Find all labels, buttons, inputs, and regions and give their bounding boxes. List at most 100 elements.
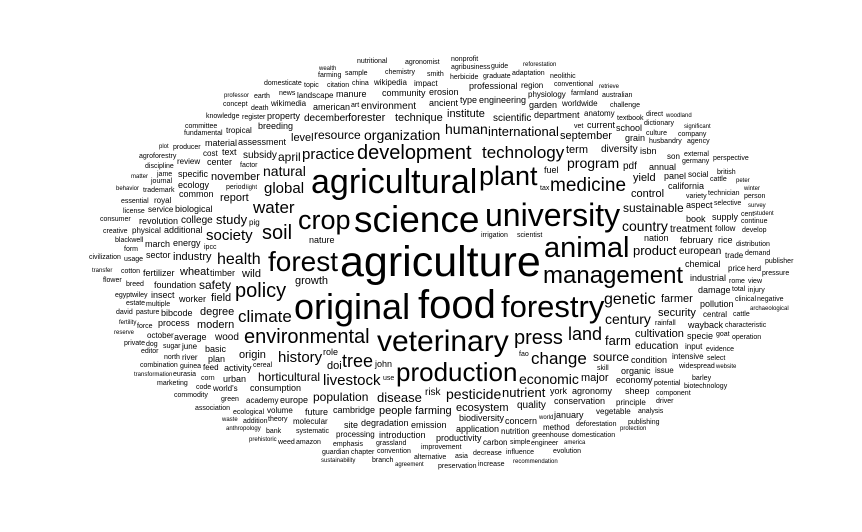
cloud-word: study [216, 213, 247, 226]
cloud-word: november [211, 172, 260, 183]
cloud-word: consumption [250, 384, 301, 393]
cloud-word: combination [140, 362, 178, 369]
cloud-word: develop [742, 227, 767, 234]
cloud-word: green [221, 396, 239, 403]
cloud-word: guide [491, 63, 508, 70]
cloud-word: change [531, 350, 587, 367]
cloud-word: wealth [319, 66, 336, 72]
cloud-word: british [717, 169, 736, 176]
cloud-word: isbn [640, 147, 657, 156]
cloud-word: urban [223, 375, 246, 384]
cloud-word: behavior [116, 186, 139, 192]
cloud-word: wiley [132, 292, 148, 299]
cloud-word: anatomy [584, 110, 615, 118]
cloud-word: potential [654, 380, 680, 387]
cloud-word: herbicide [450, 74, 478, 81]
cloud-word: driver [656, 398, 674, 405]
cloud-word: license [123, 208, 145, 215]
cloud-word: knowledge [206, 113, 239, 120]
cloud-word: institute [447, 109, 485, 120]
cloud-word: central [703, 311, 727, 319]
cloud-word: term [566, 145, 588, 156]
cloud-word: woodland [666, 113, 692, 119]
cloud-word: intensive [672, 353, 704, 361]
cloud-word: wheat [180, 267, 209, 278]
cloud-word: significant [684, 124, 711, 130]
cloud-word: bank [266, 428, 281, 435]
cloud-word: molecular [293, 418, 328, 426]
cloud-word: evidence [706, 346, 734, 353]
cloud-word: worker [179, 295, 206, 304]
cloud-word: farmer [661, 294, 693, 305]
cloud-word: improvement [421, 444, 461, 451]
cloud-word: bibcode [161, 309, 193, 318]
cloud-word: cotton [121, 268, 140, 275]
cloud-word: discipline [145, 163, 174, 170]
cloud-word: increase [478, 461, 504, 468]
cloud-word: agribusiness [451, 64, 490, 71]
cloud-word: technician [708, 190, 740, 197]
cloud-word: grain [625, 134, 645, 143]
cloud-word: damage [698, 286, 731, 295]
cloud-word: art [351, 102, 359, 109]
cloud-word: component [656, 390, 691, 397]
cloud-word: activity [224, 364, 252, 373]
cloud-word: california [668, 182, 704, 191]
cloud-word: reforestation [523, 62, 556, 68]
cloud-word: horticultural [258, 371, 320, 383]
cloud-word: december [304, 114, 348, 124]
cloud-word: pollution [700, 300, 734, 309]
cloud-word: technique [395, 113, 443, 124]
cloud-word: vet [574, 123, 583, 130]
cloud-word: news [279, 90, 295, 97]
cloud-word: service [148, 206, 173, 214]
cloud-word: specie [687, 332, 713, 341]
cloud-word: price [728, 265, 745, 273]
cloud-word: anthropology [226, 426, 261, 432]
cloud-word: sample [345, 70, 368, 77]
cloud-word: introduction [379, 431, 426, 440]
cloud-word: biotechnology [684, 383, 727, 390]
cloud-word: farming [415, 406, 452, 417]
cloud-word: wayback [688, 321, 723, 330]
cloud-word: culture [646, 130, 667, 137]
cloud-word: operation [732, 334, 761, 341]
cloud-word: characteristic [725, 322, 766, 329]
cloud-word: factor [240, 162, 258, 169]
cloud-word: region [521, 82, 543, 90]
cloud-word: david [116, 309, 133, 316]
cloud-word: international [488, 125, 559, 138]
cloud-word: conservation [554, 397, 605, 406]
cloud-word: century [605, 312, 651, 326]
cloud-word: light [246, 185, 257, 191]
cloud-word: concept [223, 101, 248, 108]
cloud-word: forester [348, 113, 385, 124]
cloud-word: estate [126, 300, 145, 307]
cloud-word: process [158, 319, 190, 328]
cloud-word: insect [151, 291, 175, 300]
cloud-word: select [707, 355, 725, 362]
cloud-word: domestication [572, 432, 615, 439]
cloud-word: product [633, 244, 676, 257]
cloud-word: fertility [119, 320, 136, 326]
cloud-word: demand [745, 250, 770, 257]
cloud-word: wild [242, 269, 261, 280]
cloud-word: corn [201, 375, 215, 382]
cloud-word: tropical [226, 127, 252, 135]
cloud-word: eurasia [173, 371, 196, 378]
cloud-word: disease [377, 391, 422, 404]
cloud-word: irrigation [481, 232, 508, 239]
cloud-word: safety [199, 279, 231, 291]
cloud-word: john [375, 360, 392, 369]
cloud-word: emphasis [333, 441, 363, 448]
cloud-word: october [147, 332, 174, 340]
cloud-word: january [554, 411, 584, 420]
cloud-word: press [514, 328, 563, 348]
cloud-word: sustainability [321, 458, 355, 464]
cloud-word: use [383, 375, 394, 382]
cloud-word: global [264, 181, 304, 196]
cloud-word: america [564, 440, 585, 446]
cloud-word: textbook [617, 115, 643, 122]
cloud-word: wikimedia [271, 100, 306, 108]
cloud-word: york [550, 387, 567, 396]
